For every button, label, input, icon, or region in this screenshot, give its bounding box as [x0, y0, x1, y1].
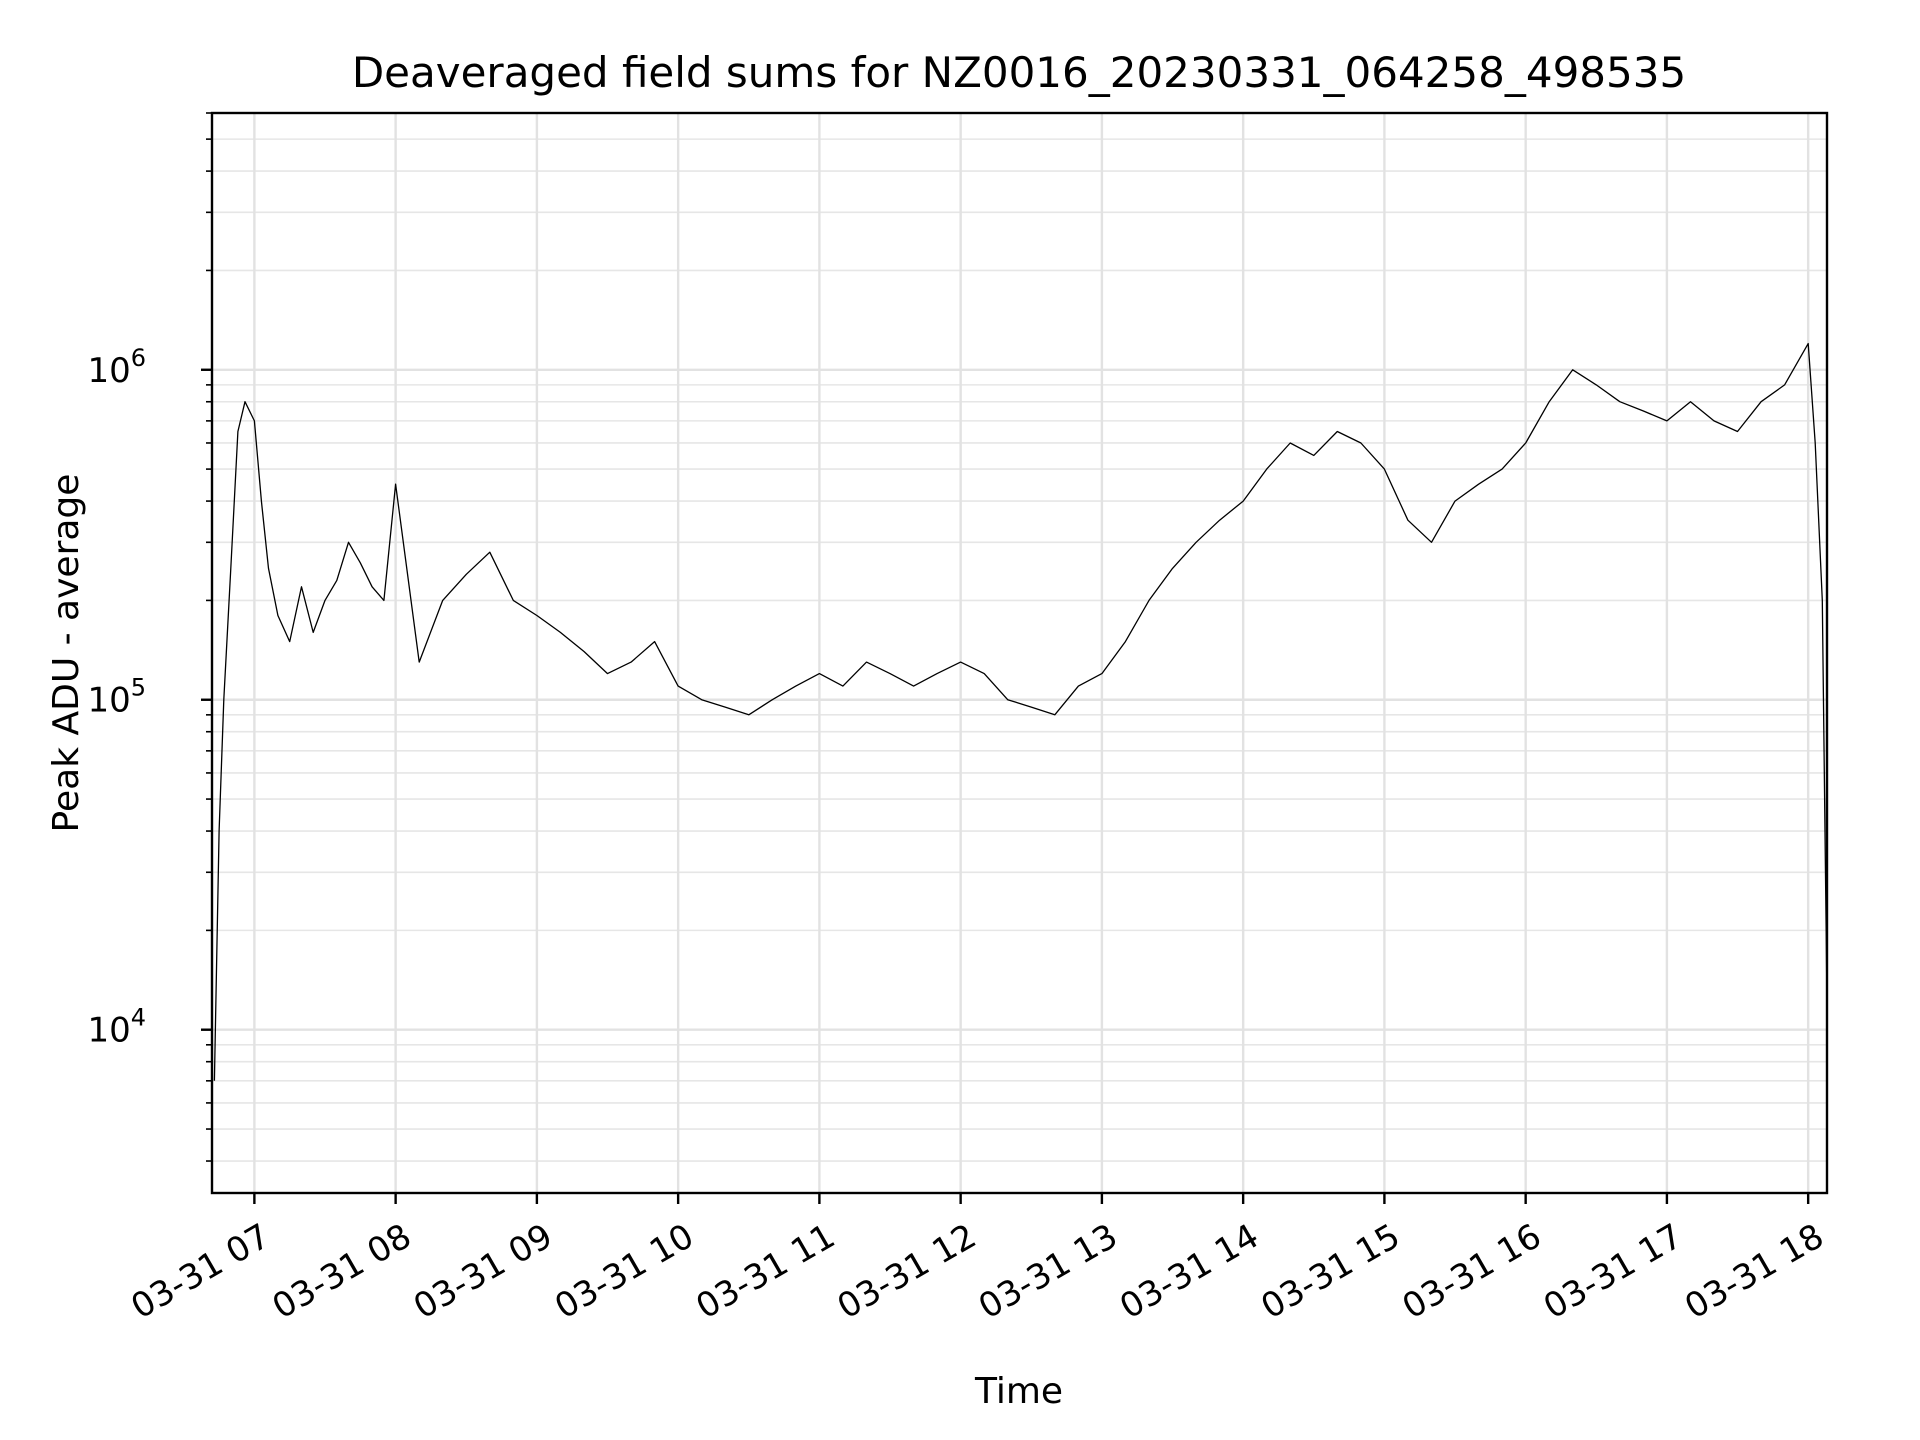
y-tick-exponent: 4	[131, 1004, 146, 1032]
x-tick-label: 03-31 12	[831, 1216, 983, 1327]
y-axis-label: Peak ADU - average	[46, 474, 87, 833]
x-tick-label: 03-31 17	[1537, 1216, 1689, 1327]
y-tick-exponent: 6	[131, 344, 146, 372]
y-tick-label: 104	[87, 1004, 146, 1051]
chart-title: Deaveraged field sums for NZ0016_2023033…	[352, 48, 1686, 97]
plot-frame	[210, 111, 1829, 1195]
x-tick-label: 03-31 16	[1396, 1216, 1548, 1327]
y-tick-exponent: 5	[131, 674, 146, 702]
x-tick-label: 03-31 13	[972, 1216, 1124, 1327]
x-tick-label: 03-31 09	[407, 1216, 559, 1327]
x-tick-label: 03-31 07	[124, 1216, 276, 1327]
x-tick-label: 03-31 11	[689, 1216, 841, 1327]
series-line	[213, 342, 1828, 1081]
x-tick-label: 03-31 10	[548, 1216, 700, 1327]
y-tick-label: 106	[87, 344, 146, 391]
x-tick-label: 03-31 08	[266, 1216, 418, 1327]
y-tick-label: 105	[87, 674, 146, 721]
x-tick-label: 03-31 15	[1255, 1216, 1407, 1327]
series-layer	[213, 342, 1828, 1081]
x-tick-label: 03-31 14	[1113, 1216, 1265, 1327]
x-axis-label: Time	[974, 1371, 1063, 1412]
x-tick-label: 03-31 18	[1678, 1216, 1830, 1327]
grid	[212, 112, 1827, 1193]
